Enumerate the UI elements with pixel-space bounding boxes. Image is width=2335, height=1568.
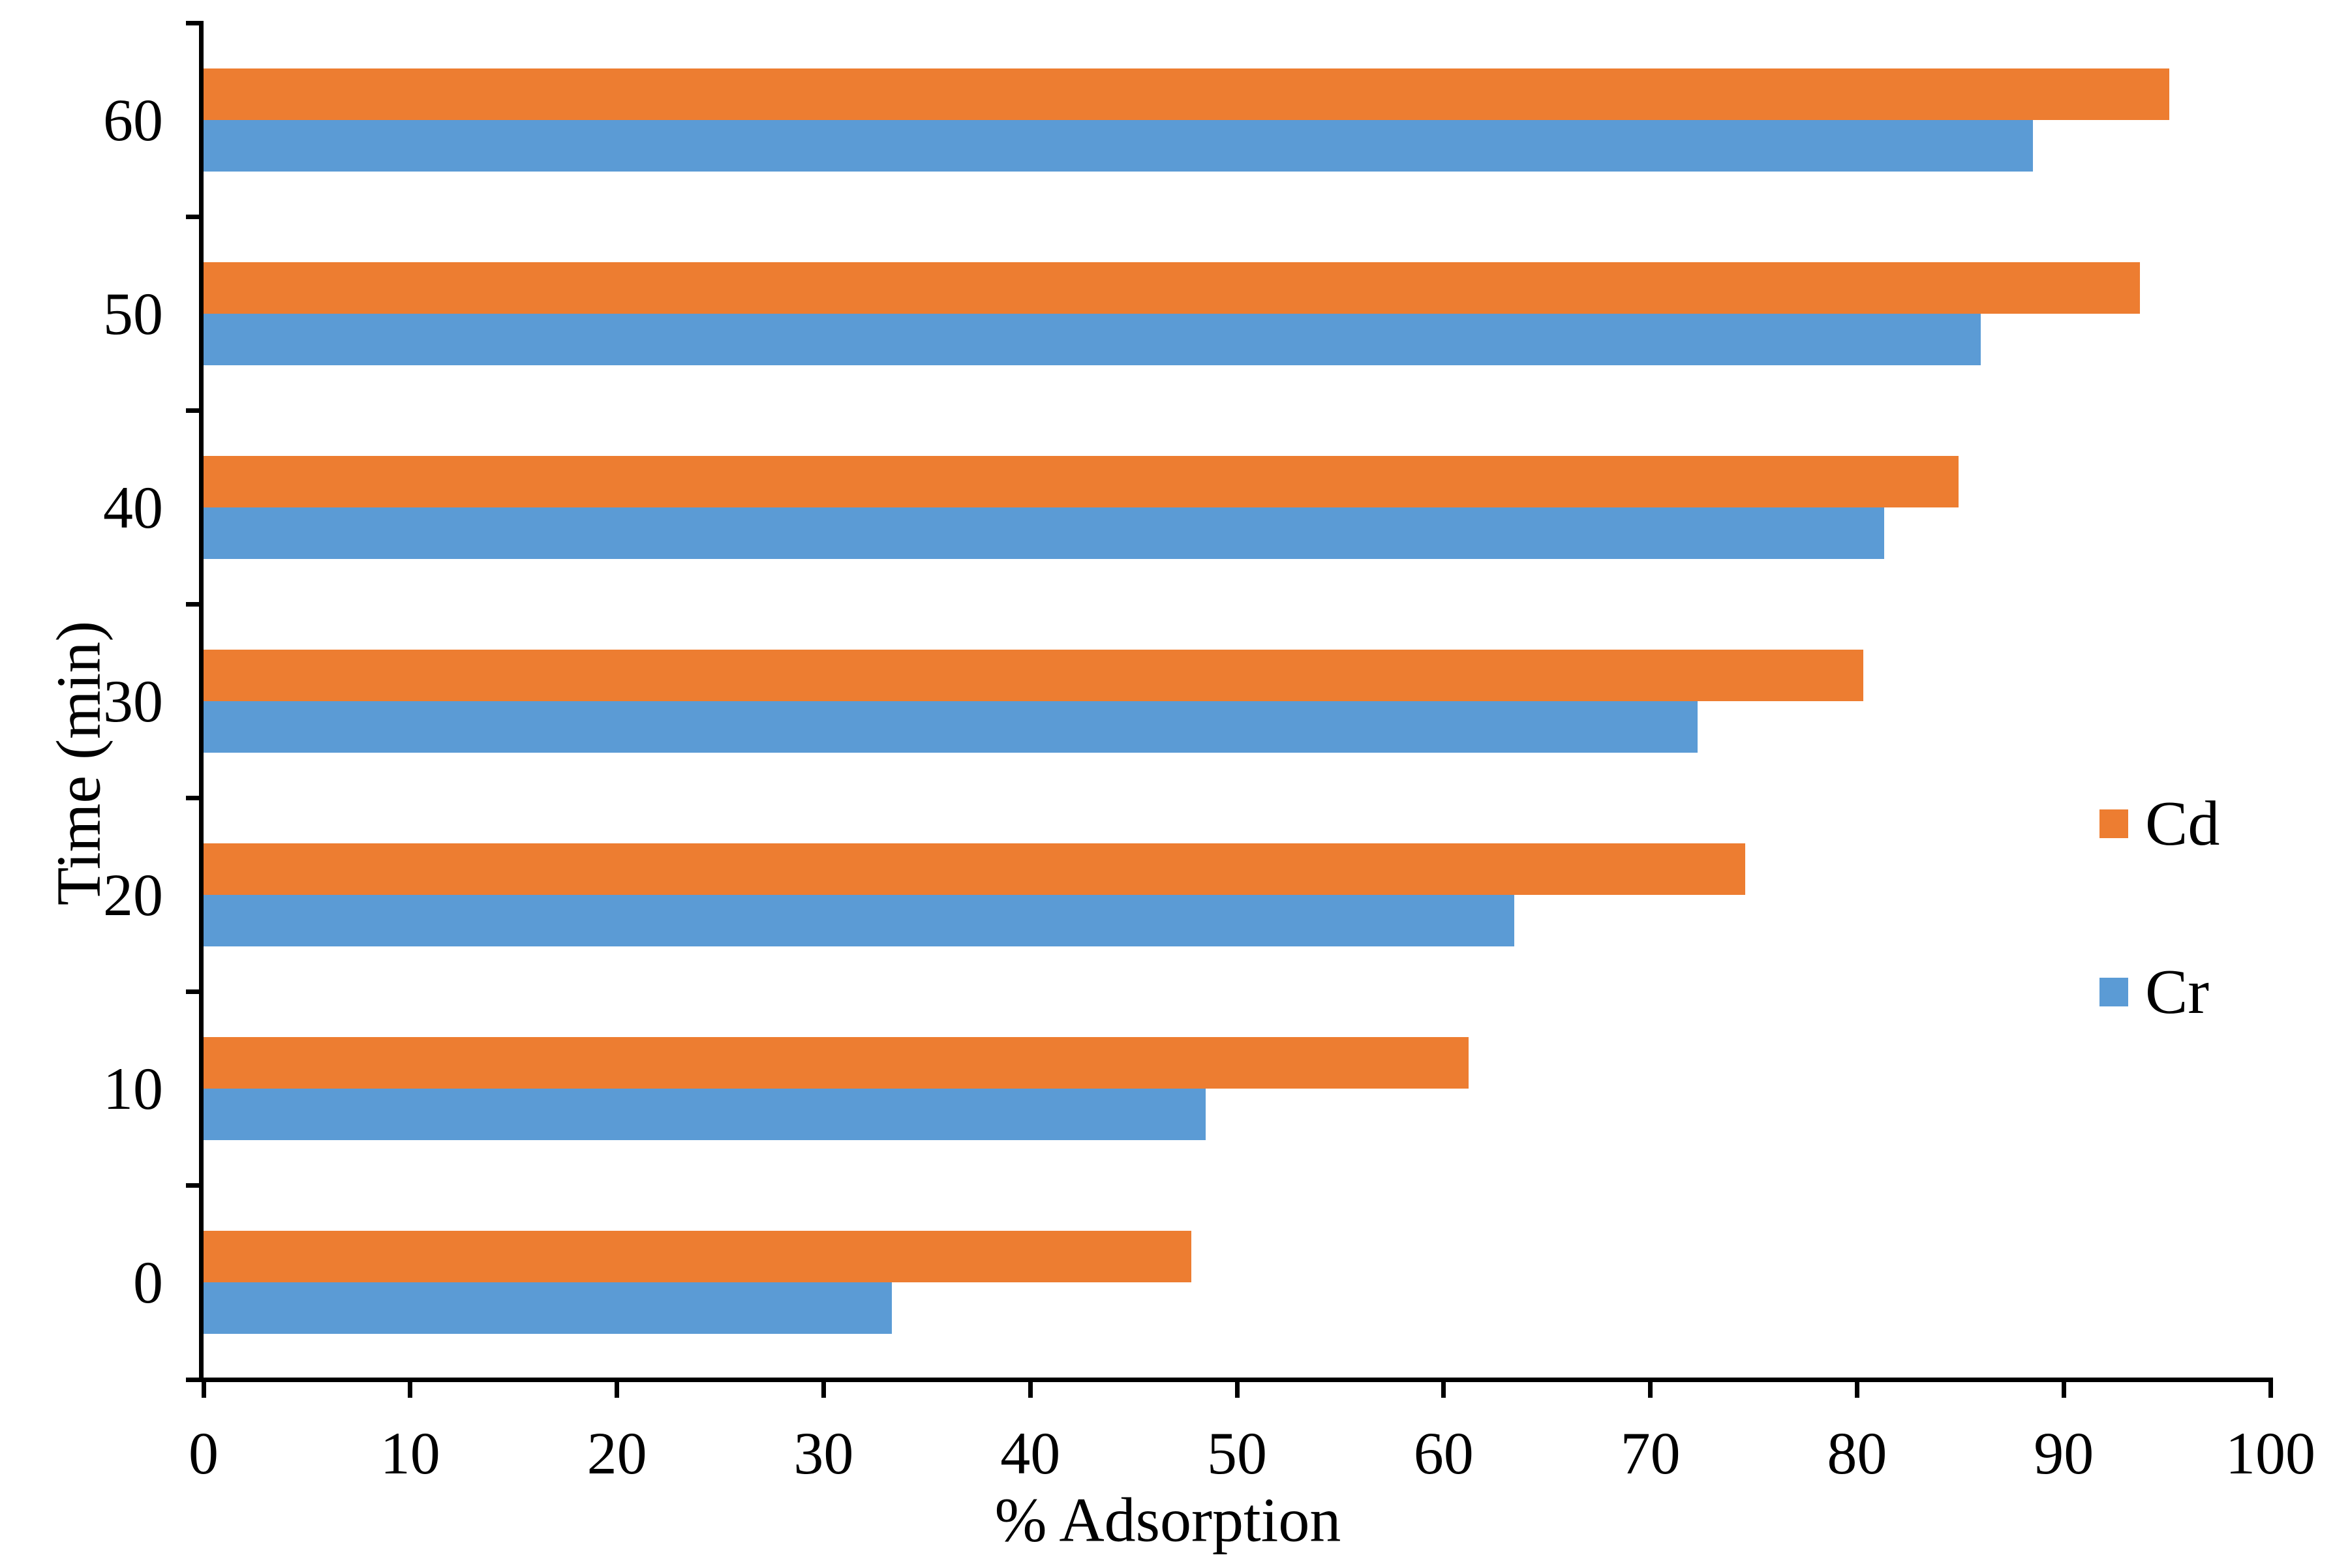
- x-tick-mark-30: [821, 1382, 826, 1398]
- x-tick-mark-100: [2268, 1382, 2273, 1398]
- x-tick-label-30: 30: [793, 1420, 854, 1486]
- bar-cr-30: [204, 701, 1698, 753]
- x-tick-label-10: 10: [380, 1420, 440, 1486]
- bar-cr-50: [204, 313, 1981, 365]
- bar-cr-60: [204, 119, 2033, 172]
- x-tick-mark-20: [615, 1382, 620, 1398]
- x-tick-mark-40: [1028, 1382, 1033, 1398]
- bar-cd-0: [204, 1231, 1192, 1283]
- bar-cd-20: [204, 843, 1746, 896]
- category-row-60: [204, 23, 2270, 217]
- x-axis-title: % Adsorption: [994, 1485, 1341, 1555]
- legend-entry-cr: Cr: [2099, 956, 2220, 1028]
- y-tick-label-50: 50: [103, 280, 163, 347]
- y-tick-label-60: 60: [103, 86, 163, 153]
- y-tick-mark: [186, 1183, 204, 1188]
- y-tick-label-40: 40: [103, 474, 163, 541]
- x-tick-mark-0: [201, 1382, 206, 1398]
- bar-cr-40: [204, 507, 1884, 559]
- y-tick-label-30: 30: [103, 667, 163, 734]
- x-tick-label-50: 50: [1207, 1420, 1267, 1486]
- bar-cd-10: [204, 1037, 1469, 1089]
- x-tick-mark-70: [1648, 1382, 1653, 1398]
- bar-cd-50: [204, 262, 2141, 314]
- x-tick-mark-50: [1234, 1382, 1240, 1398]
- x-tick-label-100: 100: [2225, 1420, 2315, 1486]
- category-row-30: [204, 604, 2270, 798]
- y-axis-line: [199, 21, 204, 1382]
- y-tick-mark: [186, 601, 204, 607]
- category-row-20: [204, 798, 2270, 992]
- x-tick-label-80: 80: [1827, 1420, 1887, 1486]
- x-tick-label-0: 0: [189, 1420, 219, 1486]
- y-tick-mark: [186, 408, 204, 413]
- y-tick-label-0: 0: [133, 1249, 163, 1316]
- legend-label-cr: Cr: [2145, 957, 2209, 1027]
- plot-area: 0 10 20 30 40 50 60 70 80 90 100: [186, 20, 2315, 1486]
- y-tick-mark: [186, 214, 204, 219]
- y-tick-mark: [186, 20, 204, 25]
- x-tick-label-60: 60: [1413, 1420, 1474, 1486]
- x-tick-label-70: 70: [1620, 1420, 1681, 1486]
- y-tick-mark: [186, 796, 204, 801]
- legend: Cd Cr: [2099, 788, 2220, 1124]
- y-tick-mark: [186, 1377, 204, 1382]
- category-row-40: [204, 410, 2270, 604]
- y-tick-label-10: 10: [103, 1055, 163, 1123]
- bar-cr-10: [204, 1089, 1206, 1141]
- x-tick-mark-60: [1441, 1382, 1446, 1398]
- x-tick-mark-10: [408, 1382, 413, 1398]
- legend-label-cd: Cd: [2145, 789, 2220, 859]
- y-axis-tick-labels: 60 50 40 30 20 10 0: [59, 23, 163, 1380]
- x-axis-line: [199, 1378, 2273, 1382]
- bar-cr-20: [204, 895, 1514, 947]
- bar-cd-30: [204, 649, 1863, 701]
- bar-cd-60: [204, 68, 2169, 120]
- bar-cr-0: [204, 1282, 892, 1334]
- category-row-10: [204, 992, 2270, 1186]
- y-axis-title: Time (min): [43, 620, 114, 906]
- bar-cd-40: [204, 455, 1959, 507]
- y-tick-mark: [186, 989, 204, 995]
- x-tick-label-40: 40: [1000, 1420, 1061, 1486]
- category-row-0: [204, 1186, 2270, 1380]
- x-tick-label-90: 90: [2034, 1420, 2094, 1486]
- legend-entry-cd: Cd: [2099, 788, 2220, 860]
- x-tick-label-20: 20: [587, 1420, 647, 1486]
- y-tick-label-20: 20: [103, 862, 163, 929]
- x-tick-mark-90: [2061, 1382, 2066, 1398]
- legend-swatch-cd: [2099, 809, 2128, 838]
- legend-swatch-cr: [2099, 978, 2128, 1006]
- category-row-50: [204, 217, 2270, 410]
- x-tick-mark-80: [1854, 1382, 1859, 1398]
